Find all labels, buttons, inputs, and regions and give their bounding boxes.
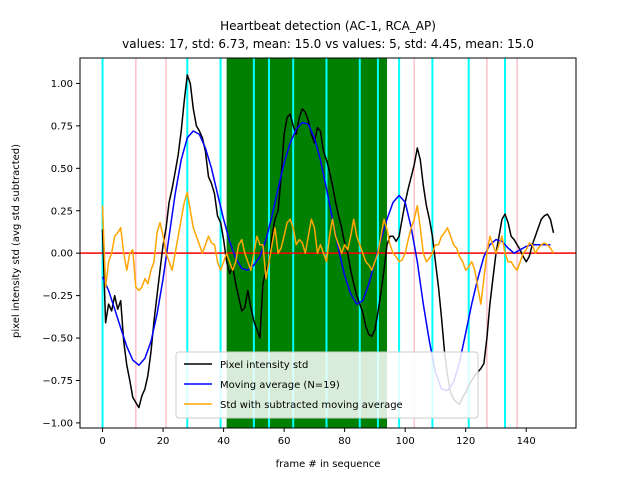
y-tick-label: 0.75 — [51, 121, 73, 132]
y-tick-label: −0.50 — [42, 334, 73, 345]
x-tick-label: 60 — [278, 436, 291, 447]
y-tick-label: 0.00 — [51, 249, 73, 260]
y-tick-label: 0.25 — [51, 206, 73, 217]
plot-frame — [79, 57, 577, 429]
chart-title: Heartbeat detection (AC-1, RCA_AP) — [220, 19, 436, 33]
y-tick-label: −1.00 — [42, 418, 73, 429]
y-tick-label: −0.75 — [42, 376, 73, 387]
series-line-moving-average — [101, 121, 551, 392]
x-tick-label: 0 — [99, 436, 105, 447]
y-tick-label: 1.00 — [51, 79, 73, 90]
series-line-residual — [101, 191, 555, 305]
x-tick-label: 40 — [217, 436, 230, 447]
x-tick-label: 80 — [338, 436, 351, 447]
x-tick-label: 140 — [517, 436, 536, 447]
legend-entry-moving-average-label: Moving average (N=19) — [220, 380, 340, 391]
x-tick-label: 20 — [157, 436, 170, 447]
y-axis-label: pixel intensity std (avg std subtracted) — [11, 144, 22, 338]
x-tick-label: 100 — [396, 436, 415, 447]
y-tick-label: −0.25 — [42, 291, 73, 302]
legend-box — [175, 351, 479, 419]
legend-entry-residual-label: Std with subtracted moving average — [220, 400, 403, 411]
legend: Pixel intensity std Moving average (N=19)… — [175, 351, 479, 419]
y-tick-label: 0.50 — [51, 164, 73, 175]
chart-subtitle: values: 17, std: 6.73, mean: 15.0 vs val… — [122, 37, 534, 51]
x-tick-label: 120 — [456, 436, 475, 447]
x-axis-label: frame # in sequence — [276, 459, 381, 470]
legend-entry-pixel-std-label: Pixel intensity std — [220, 360, 308, 371]
